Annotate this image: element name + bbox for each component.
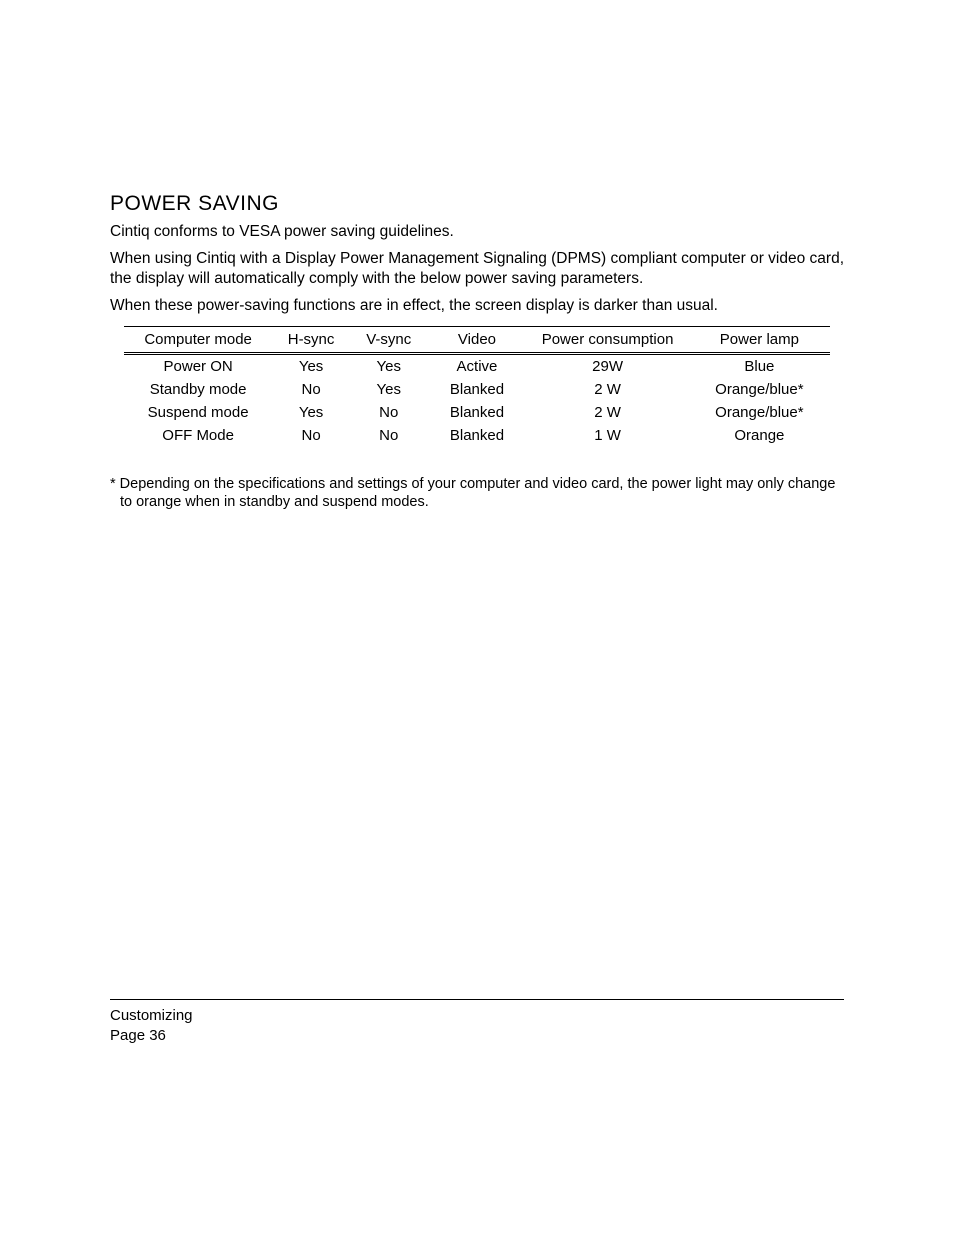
cell-vsync: No <box>350 424 428 447</box>
cell-mode: OFF Mode <box>124 424 272 447</box>
table-row: Standby mode No Yes Blanked 2 W Orange/b… <box>124 378 830 401</box>
col-header-video: Video <box>428 326 527 353</box>
col-header-power-consumption: Power consumption <box>526 326 688 353</box>
footer-section: Customizing <box>110 1006 844 1026</box>
cell-lamp: Orange <box>689 424 830 447</box>
cell-hsync: Yes <box>272 353 350 378</box>
power-saving-table: Computer mode H-sync V-sync Video Power … <box>110 326 844 447</box>
cell-mode: Power ON <box>124 353 272 378</box>
footer-rule <box>110 999 844 1000</box>
table-row: Power ON Yes Yes Active 29W Blue <box>124 353 830 378</box>
cell-power: 29W <box>526 353 688 378</box>
cell-video: Blanked <box>428 378 527 401</box>
cell-mode: Suspend mode <box>124 401 272 424</box>
cell-hsync: Yes <box>272 401 350 424</box>
cell-power: 1 W <box>526 424 688 447</box>
cell-vsync: Yes <box>350 353 428 378</box>
col-header-hsync: H-sync <box>272 326 350 353</box>
col-header-power-lamp: Power lamp <box>689 326 830 353</box>
cell-power: 2 W <box>526 401 688 424</box>
page-footer: Customizing Page 36 <box>110 999 844 1045</box>
footnote: * Depending on the specifications and se… <box>110 475 844 511</box>
cell-lamp: Blue <box>689 353 830 378</box>
paragraph-1: Cintiq conforms to VESA power saving gui… <box>110 222 844 241</box>
col-header-vsync: V-sync <box>350 326 428 353</box>
cell-mode: Standby mode <box>124 378 272 401</box>
cell-lamp: Orange/blue* <box>689 378 830 401</box>
paragraph-2: When using Cintiq with a Display Power M… <box>110 249 844 288</box>
cell-hsync: No <box>272 424 350 447</box>
cell-vsync: Yes <box>350 378 428 401</box>
paragraph-3: When these power-saving functions are in… <box>110 296 844 315</box>
cell-video: Blanked <box>428 401 527 424</box>
cell-hsync: No <box>272 378 350 401</box>
col-header-computer-mode: Computer mode <box>124 326 272 353</box>
cell-lamp: Orange/blue* <box>689 401 830 424</box>
table-row: OFF Mode No No Blanked 1 W Orange <box>124 424 830 447</box>
cell-power: 2 W <box>526 378 688 401</box>
table-header-row: Computer mode H-sync V-sync Video Power … <box>124 326 830 353</box>
table-row: Suspend mode Yes No Blanked 2 W Orange/b… <box>124 401 830 424</box>
cell-video: Active <box>428 353 527 378</box>
cell-video: Blanked <box>428 424 527 447</box>
footer-page: Page 36 <box>110 1026 844 1046</box>
cell-vsync: No <box>350 401 428 424</box>
section-title: POWER SAVING <box>110 192 844 216</box>
